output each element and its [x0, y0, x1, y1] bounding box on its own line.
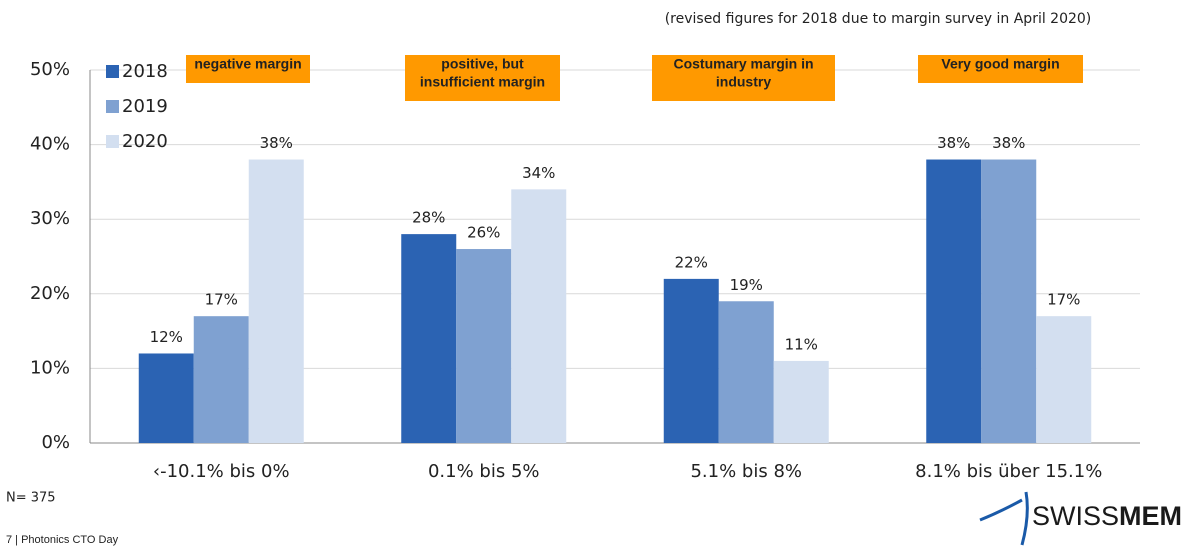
bar	[1036, 316, 1092, 443]
logo-mark	[979, 491, 1029, 546]
x-tick-label: 5.1% bis 8%	[690, 461, 802, 482]
logo-text: SWISSMEM	[1032, 501, 1182, 531]
annotation-text: negative margin	[194, 56, 301, 72]
y-tick-label: 50%	[30, 59, 70, 80]
data-label: 17%	[1047, 291, 1080, 309]
bar	[456, 249, 512, 443]
legend-label: 2018	[122, 61, 168, 82]
annotation-text: insufficient margin	[420, 74, 545, 90]
annotation-box	[186, 55, 310, 83]
y-tick-label: 30%	[30, 208, 70, 229]
bar	[511, 189, 567, 443]
annotation-box	[652, 55, 835, 101]
legend-swatch	[106, 65, 119, 78]
data-label: 38%	[260, 134, 293, 152]
footnote: N= 375	[6, 491, 56, 506]
logo-bold: MEM	[1119, 501, 1182, 531]
y-tick-label: 20%	[30, 283, 70, 304]
legend-swatch	[106, 135, 119, 148]
data-label: 19%	[730, 276, 763, 294]
logo-light: SWISS	[1032, 501, 1119, 531]
annotation-box	[405, 55, 560, 101]
legend-label: 2020	[122, 131, 168, 152]
data-label: 12%	[150, 328, 183, 346]
bar	[663, 278, 719, 443]
annotation-text: Very good margin	[941, 56, 1059, 72]
legend-swatch	[106, 100, 119, 113]
footer: 7 | Photonics CTO Day	[6, 534, 119, 546]
x-tick-label: 0.1% bis 5%	[428, 461, 540, 482]
bar	[981, 159, 1037, 443]
bar	[773, 360, 829, 443]
data-label: 26%	[467, 224, 500, 242]
annotation-text: positive, but	[441, 56, 524, 72]
data-label: 17%	[205, 291, 238, 309]
y-tick-label: 40%	[30, 134, 70, 155]
data-label: 34%	[522, 164, 555, 182]
y-tick-label: 0%	[41, 432, 70, 453]
bar	[401, 234, 457, 443]
bar	[718, 301, 774, 443]
y-tick-label: 10%	[30, 357, 70, 378]
annotation-box	[918, 55, 1083, 83]
bar	[926, 159, 982, 443]
data-label: 38%	[937, 134, 970, 152]
logo: SWISSMEM	[979, 491, 1182, 546]
x-tick-label: 8.1% bis über 15.1%	[915, 461, 1102, 482]
data-label: 28%	[412, 209, 445, 227]
data-label: 11%	[785, 335, 818, 353]
annotation-text: Costumary margin in	[673, 56, 813, 72]
bar	[193, 316, 249, 443]
data-label: 22%	[675, 253, 708, 271]
bar	[248, 159, 304, 443]
legend-label: 2019	[122, 96, 168, 117]
x-tick-label: ‹-10.1% bis 0%	[153, 461, 290, 482]
annotation-text: industry	[716, 74, 771, 90]
data-label: 38%	[992, 134, 1025, 152]
chart-subtitle: (revised figures for 2018 due to margin …	[665, 11, 1092, 27]
bar	[138, 353, 194, 443]
